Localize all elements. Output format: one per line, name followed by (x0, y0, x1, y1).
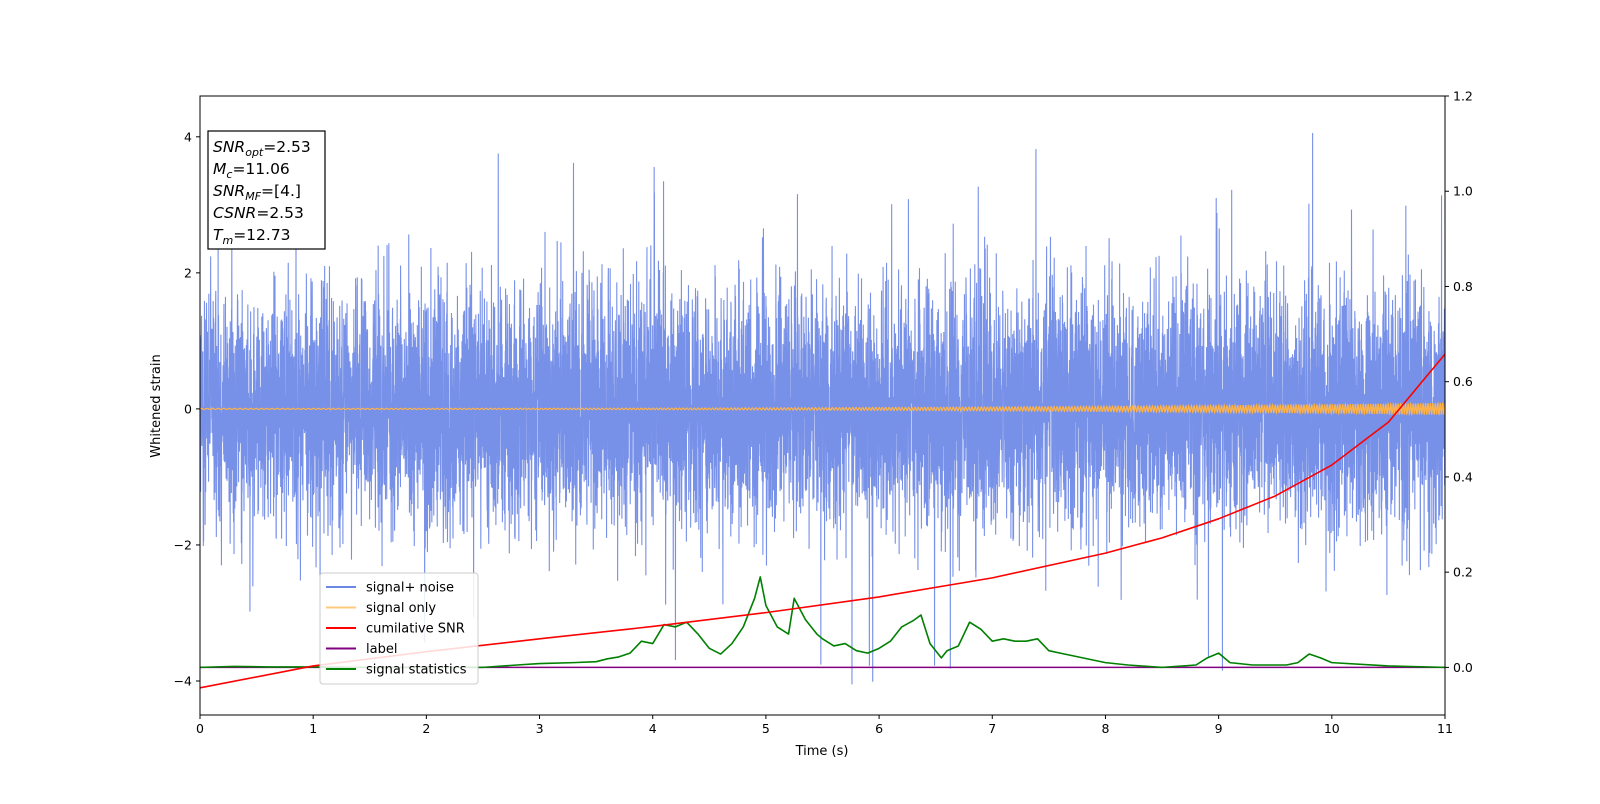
legend-label: label (366, 642, 397, 657)
y-tick-label-right: 0.2 (1453, 565, 1473, 580)
y-tick-label-right: 1.2 (1453, 89, 1473, 104)
x-tick-label: 11 (1437, 721, 1453, 736)
stats-line: CSNR=2.53 (213, 204, 304, 222)
x-tick-label: 7 (988, 721, 996, 736)
y-tick-label-right: 0.0 (1453, 660, 1473, 675)
legend: signal+ noise signal only cumilative SNR la… (319, 572, 479, 685)
x-tick-label: 2 (422, 721, 430, 736)
y-tick-label-left: −2 (174, 537, 192, 552)
stats-line: Mc=11.06 (213, 160, 290, 181)
x-tick-label: 3 (536, 721, 544, 736)
stats-line: Tm=12.73 (213, 226, 291, 247)
plot-frame (199, 95, 1446, 716)
series-signal-noise-line (200, 132, 1445, 685)
y-tick-label-right: 1.0 (1453, 184, 1473, 199)
series-signal-statistics-line (200, 576, 1445, 669)
x-tick-label: 8 (1101, 721, 1109, 736)
y-axis-left: −4 −2 0 2 4 (174, 129, 200, 688)
x-tick-label: 4 (649, 721, 657, 736)
x-tick-label: 6 (875, 721, 883, 736)
y-tick-label-right: 0.4 (1453, 469, 1473, 484)
x-tick-label: 5 (762, 721, 770, 736)
y-axis-label: Whitened strain (149, 354, 164, 457)
noise-series-layer (200, 132, 1445, 685)
y-tick-label-right: 0.8 (1453, 279, 1473, 294)
y-tick-label-left: 0 (184, 401, 192, 416)
series-signal-only-line (200, 401, 1445, 417)
y-axis-right: 0.0 0.2 0.4 0.6 0.8 1.0 1.2 (1445, 89, 1473, 675)
stats-line: SNRMF=[4.] (213, 182, 301, 203)
x-tick-label: 1 (309, 721, 317, 736)
x-tick-label: 10 (1324, 721, 1340, 736)
legend-label: signal only (366, 601, 436, 616)
x-axis-label: Time (s) (795, 744, 849, 759)
y-tick-label-left: 4 (184, 129, 192, 144)
legend-box (319, 572, 479, 685)
y-tick-label-left: 2 (184, 265, 192, 280)
y-tick-label-right: 0.6 (1453, 374, 1473, 389)
legend-label: signal statistics (366, 663, 467, 678)
legend-label: signal+ noise (366, 581, 454, 596)
legend-label: cumilative SNR (366, 622, 465, 637)
x-axis: 0 1 2 3 4 5 6 7 8 9 10 11 (196, 715, 1453, 736)
x-tick-label: 9 (1215, 721, 1223, 736)
stats-line: SNRopt=2.53 (213, 138, 311, 159)
x-tick-label: 0 (196, 721, 204, 736)
stats-box (207, 130, 326, 250)
y-tick-label-left: −4 (174, 673, 192, 688)
